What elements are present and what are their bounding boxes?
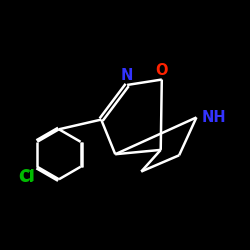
Text: Cl: Cl [20, 168, 36, 184]
Text: N: N [120, 68, 133, 83]
Text: NH: NH [202, 110, 226, 125]
Text: O: O [156, 63, 168, 78]
Text: Cl: Cl [19, 170, 34, 185]
